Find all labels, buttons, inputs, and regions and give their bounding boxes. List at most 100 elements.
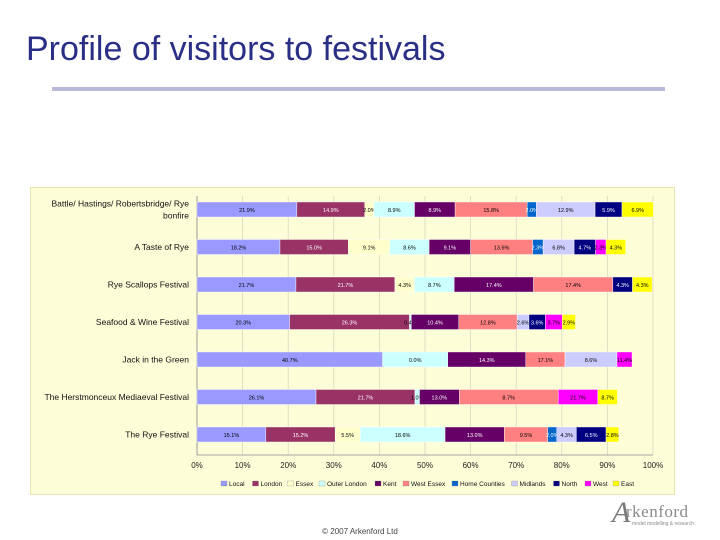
data-label: 6.5%	[585, 433, 598, 439]
category-label: Jack in the Green	[122, 355, 189, 365]
data-label: 4.7%	[579, 246, 592, 252]
category-label: bonfire	[163, 211, 189, 221]
data-label: 4.3%	[610, 246, 623, 252]
x-tick-label: 70%	[508, 461, 524, 470]
data-label: 8.7%	[502, 396, 515, 402]
legend-swatch	[511, 480, 518, 487]
x-tick-label: 50%	[417, 461, 433, 470]
logo-wordmark: rkenford	[626, 502, 689, 521]
legend-swatch	[220, 480, 228, 487]
legend-label: West Essex	[411, 481, 446, 488]
category-label: The Herstmonceux Mediaeval Festival	[44, 392, 189, 402]
data-label: 2.8%	[606, 433, 619, 439]
title-divider	[52, 87, 665, 91]
bar-segment-east	[562, 314, 576, 330]
data-label: 3.7%	[548, 321, 561, 327]
data-label: 21.7%	[358, 396, 374, 402]
x-tick-label: 60%	[463, 461, 479, 470]
bar-segment-east	[632, 276, 653, 293]
data-label: 8.6%	[585, 358, 598, 364]
legend-label: London	[261, 481, 283, 488]
data-label: 2.0%	[363, 208, 376, 214]
x-tick-label: 40%	[371, 461, 387, 470]
data-label: 6.9%	[631, 208, 644, 214]
legend-swatch	[287, 480, 294, 487]
data-label: 14.9%	[323, 208, 339, 214]
legend-swatch	[584, 480, 592, 487]
slide-title: Profile of visitors to festivals	[26, 30, 446, 68]
data-label: 14.3%	[479, 358, 495, 364]
data-label: 8.7%	[601, 396, 614, 402]
data-label: 21.9%	[239, 208, 255, 214]
legend-label: Local	[229, 481, 245, 488]
legend-label: Essex	[296, 481, 314, 488]
data-label: 17.4%	[486, 283, 502, 289]
legend-swatch	[318, 480, 326, 487]
data-label: 8.9%	[388, 208, 401, 214]
logo-initial: A	[612, 496, 631, 529]
category-label: Battle/ Hastings/ Robertsbridge/ Rye	[52, 199, 190, 209]
data-label: 9.5%	[520, 433, 533, 439]
data-label: 13.0%	[467, 433, 483, 439]
x-tick-label: 20%	[280, 461, 296, 470]
data-label: 8.7%	[428, 283, 441, 289]
data-label: 12.8%	[480, 321, 496, 327]
data-label: 13.0%	[432, 396, 448, 402]
data-label: 40.7%	[282, 358, 298, 364]
bar-segment-west	[616, 351, 633, 368]
data-label: 6.8%	[552, 246, 565, 252]
data-label: 12.9%	[558, 208, 574, 214]
x-tick-label: 30%	[326, 461, 342, 470]
data-label: 15.1%	[224, 433, 240, 439]
data-label: 15.2%	[293, 433, 309, 439]
category-label: Rye Scallops Festival	[108, 280, 189, 290]
data-label: 5.5%	[341, 433, 354, 439]
data-label: 9.1%	[363, 246, 376, 252]
stacked-bar-chart: 0% 10% 20% 30% 40% 50% 60% 70% 80% 90% 100% Battle/…	[44, 196, 663, 488]
legend-swatch	[374, 480, 382, 487]
chart-panel: 0% 10% 20% 30% 40% 50% 60% 70% 80% 90% 100% Battle/…	[30, 187, 675, 495]
data-label: 18.6%	[395, 433, 411, 439]
data-label: 8.9%	[429, 208, 442, 214]
bar-segment-east	[597, 389, 618, 405]
bar-segment-east	[605, 426, 619, 443]
footer-copyright: © 2007 Arkenford Ltd	[322, 527, 398, 536]
category-label: A Taste of Rye	[134, 242, 189, 252]
data-label: 15.0%	[306, 246, 322, 252]
legend-swatch	[451, 480, 459, 487]
data-label: 18.2%	[231, 246, 247, 252]
legend-swatch	[553, 480, 560, 487]
data-label: 1.0%	[411, 396, 424, 402]
data-label: 26.3%	[342, 321, 358, 327]
legend-label: West	[593, 481, 608, 488]
data-label: 2.0%	[546, 433, 559, 439]
legend-label: East	[621, 481, 634, 488]
x-tick-label: 80%	[554, 461, 570, 470]
data-label: 17.1%	[538, 358, 554, 364]
data-label: 10.4%	[427, 321, 443, 327]
bar-segment-east	[621, 201, 654, 218]
legend-label: North	[562, 481, 578, 488]
legend-swatch	[402, 480, 410, 487]
data-label: 2.3%	[595, 246, 608, 252]
bar-segment-east	[605, 239, 626, 255]
data-label: 5.9%	[602, 208, 615, 214]
data-label: 13.6%	[494, 246, 510, 252]
legend-label: Home Counties	[460, 481, 506, 488]
x-tick-label: 100%	[643, 461, 663, 470]
data-label: 4.3%	[560, 433, 573, 439]
data-label: 21.7%	[239, 283, 255, 289]
x-tick-label: 90%	[599, 461, 615, 470]
data-label: 0.4%	[404, 321, 417, 327]
category-label: Seafood & Wine Festival	[96, 317, 189, 327]
category-label: The Rye Festival	[125, 430, 189, 440]
arkenford-logo: A rkenford model modelling & research	[612, 496, 712, 532]
data-label: 2.0%	[525, 208, 538, 214]
data-label: 4.3%	[398, 283, 411, 289]
logo-tagline: model modelling & research	[632, 521, 694, 527]
data-label: 11.4%	[617, 358, 632, 364]
data-label: 15.8%	[483, 208, 499, 214]
legend-label: Midlands	[520, 481, 547, 488]
legend-swatch	[252, 480, 259, 487]
data-label: 20.3%	[235, 321, 251, 327]
